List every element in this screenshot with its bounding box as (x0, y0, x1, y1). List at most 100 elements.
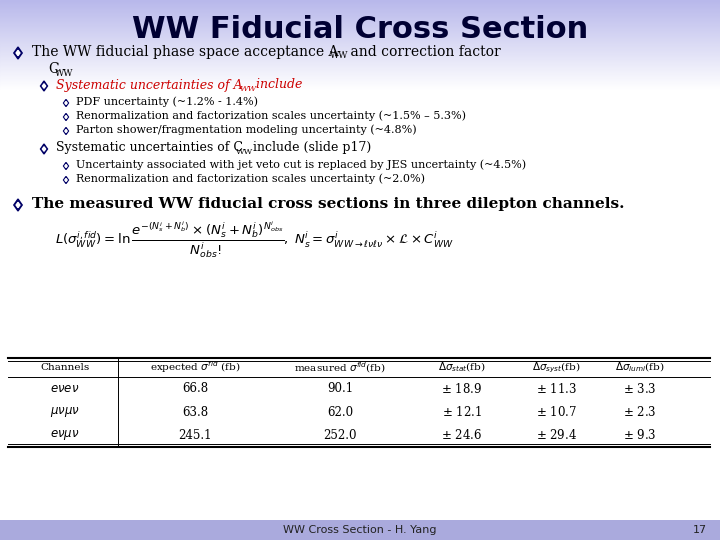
Text: Renormalization and factorization scales uncertainty (~2.0%): Renormalization and factorization scales… (76, 174, 425, 184)
Text: 245.1: 245.1 (179, 429, 212, 442)
Bar (0, 71, 720, 72)
Text: WW Fiducial Cross Section: WW Fiducial Cross Section (132, 16, 588, 44)
Bar (0, 40, 720, 41)
Text: Systematic uncertainties of C: Systematic uncertainties of C (56, 141, 243, 154)
Bar (0, 11, 720, 12)
Polygon shape (65, 116, 67, 119)
Polygon shape (65, 102, 67, 105)
Bar (0, 42, 720, 43)
Bar (0, 12, 720, 13)
Bar (0, 64, 720, 65)
Bar (0, 48, 720, 49)
Bar (0, 61, 720, 62)
Text: $\mu\nu\mu\nu$: $\mu\nu\mu\nu$ (50, 405, 80, 419)
Bar (0, 25, 720, 26)
Text: Parton shower/fragmentation modeling uncertainty (~4.8%): Parton shower/fragmentation modeling unc… (76, 125, 417, 136)
Bar (0, 20, 720, 21)
Bar (0, 43, 720, 44)
Bar (0, 32, 720, 33)
Text: WW: WW (239, 85, 256, 93)
Bar (0, 53, 720, 54)
Bar (0, 41, 720, 42)
Bar (0, 7, 720, 8)
Polygon shape (16, 50, 20, 56)
Text: C: C (48, 62, 58, 76)
Text: $\pm$ 12.1: $\pm$ 12.1 (442, 405, 482, 419)
Bar (0, 80, 720, 81)
Text: Channels: Channels (40, 363, 89, 372)
Text: $\pm$ 29.4: $\pm$ 29.4 (536, 428, 577, 442)
Bar (0, 18, 720, 19)
Bar (0, 50, 720, 51)
Bar (0, 24, 720, 25)
Bar (0, 8, 720, 9)
Bar (0, 89, 720, 90)
Bar (0, 76, 720, 77)
Bar (0, 44, 720, 45)
Bar (0, 52, 720, 53)
Text: 63.8: 63.8 (182, 406, 208, 419)
Bar (0, 5, 720, 6)
Bar (0, 34, 720, 35)
Polygon shape (42, 84, 45, 88)
Text: $\pm$ 3.3: $\pm$ 3.3 (624, 382, 657, 396)
Text: 252.0: 252.0 (323, 429, 356, 442)
Polygon shape (65, 130, 67, 133)
Bar (0, 62, 720, 63)
Bar (0, 19, 720, 20)
Bar (0, 63, 720, 64)
Text: $\pm$ 18.9: $\pm$ 18.9 (441, 382, 482, 396)
Text: The measured WW fiducial cross sections in three dilepton channels.: The measured WW fiducial cross sections … (32, 197, 624, 211)
Text: PDF uncertainty (~1.2% - 1.4%): PDF uncertainty (~1.2% - 1.4%) (76, 97, 258, 107)
Text: $\pm$ 2.3: $\pm$ 2.3 (624, 405, 657, 419)
Text: include (slide p17): include (slide p17) (249, 141, 372, 154)
Bar (0, 6, 720, 7)
Text: $\Delta\sigma_{stat}$(fb): $\Delta\sigma_{stat}$(fb) (438, 361, 486, 374)
Bar (0, 79, 720, 80)
Bar (0, 2, 720, 3)
Polygon shape (40, 81, 48, 91)
Bar (0, 86, 720, 87)
Bar (0, 17, 720, 18)
Text: and correction factor: and correction factor (346, 45, 500, 59)
Bar (0, 22, 720, 23)
Bar (0, 10, 720, 11)
Bar (0, 29, 720, 30)
Text: The WW fiducial phase space acceptance A: The WW fiducial phase space acceptance A (32, 45, 338, 59)
Text: include: include (252, 78, 302, 91)
Polygon shape (65, 178, 67, 181)
Polygon shape (16, 202, 20, 208)
Polygon shape (63, 99, 68, 106)
Text: Renormalization and factorization scales uncertainty (~1.5% – 5.3%): Renormalization and factorization scales… (76, 111, 466, 122)
Bar (0, 35, 720, 36)
Bar (0, 87, 720, 88)
Bar (0, 26, 720, 27)
Text: Systematic uncertainties of A: Systematic uncertainties of A (56, 78, 243, 91)
Text: WW: WW (236, 148, 253, 156)
Bar (0, 55, 720, 56)
Polygon shape (63, 113, 68, 120)
Bar (0, 14, 720, 15)
Bar (0, 70, 720, 71)
Bar (0, 54, 720, 55)
Text: $L(\sigma_{WW}^{i,fid}) = \ln \dfrac{e^{-(N_s^i+N_b^i)} \times (N_s^i + N_b^i)^{: $L(\sigma_{WW}^{i,fid}) = \ln \dfrac{e^{… (55, 220, 454, 260)
Bar (0, 38, 720, 39)
Text: $e\nu e\nu$: $e\nu e\nu$ (50, 382, 80, 395)
Bar (0, 28, 720, 29)
Bar (0, 58, 720, 59)
Text: $\pm$ 11.3: $\pm$ 11.3 (536, 382, 577, 396)
Bar (0, 67, 720, 68)
Polygon shape (63, 163, 68, 170)
Polygon shape (40, 144, 48, 154)
Polygon shape (14, 199, 22, 211)
Bar (0, 46, 720, 47)
Polygon shape (63, 177, 68, 184)
Bar (0, 47, 720, 48)
Bar (0, 60, 720, 61)
Bar (0, 3, 720, 4)
Bar (0, 56, 720, 57)
Bar (0, 33, 720, 34)
Bar (0, 65, 720, 66)
Text: $e\nu\mu\nu$: $e\nu\mu\nu$ (50, 428, 80, 442)
Text: $\Delta\sigma_{lumi}$(fb): $\Delta\sigma_{lumi}$(fb) (615, 361, 665, 374)
